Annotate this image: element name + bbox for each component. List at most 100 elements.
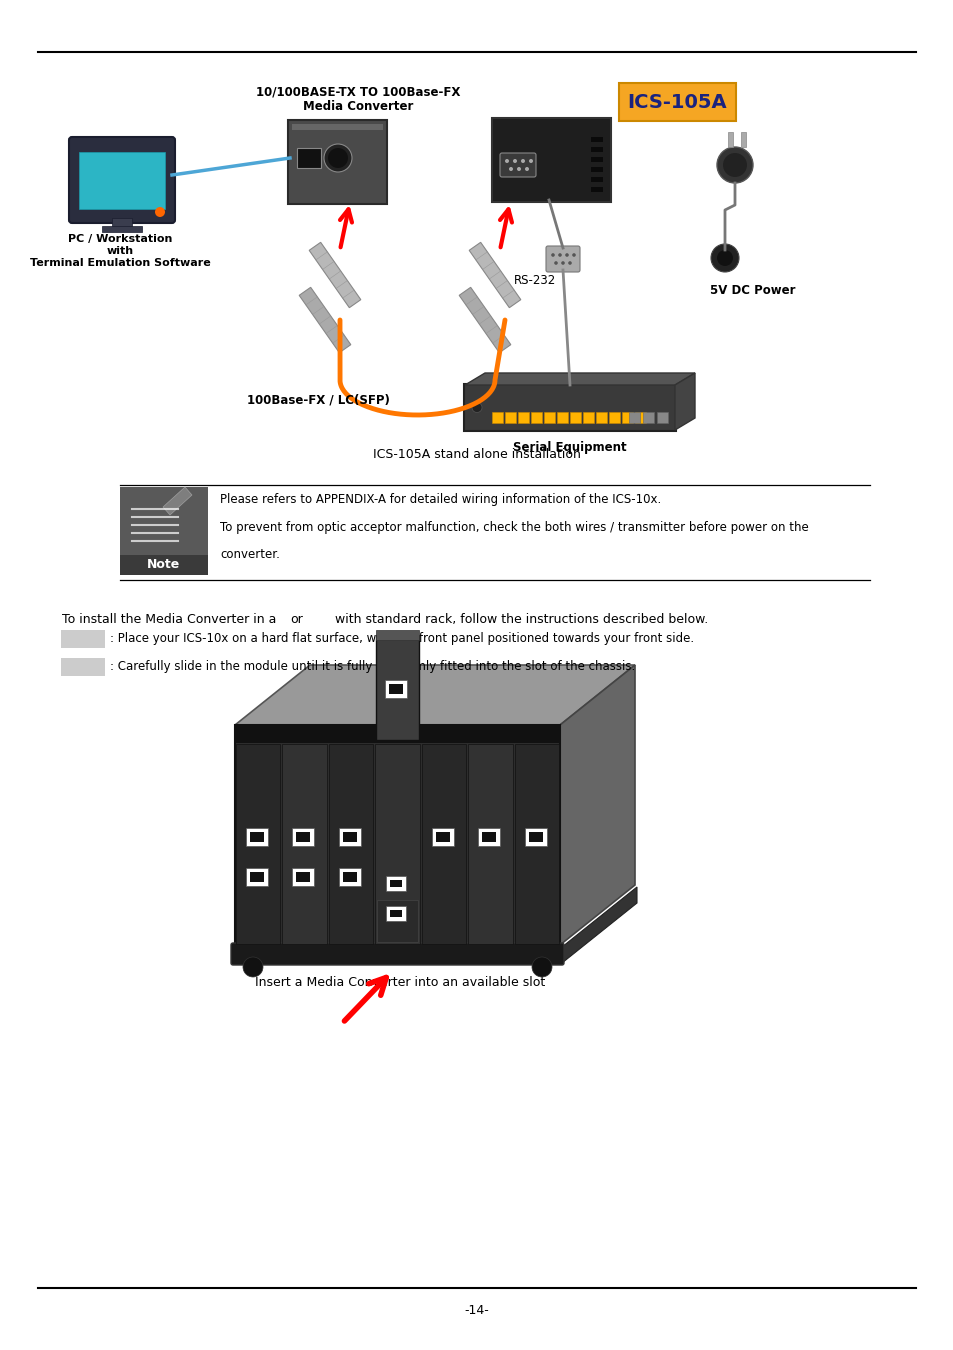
FancyBboxPatch shape xyxy=(234,725,559,743)
Text: 5V DC Power: 5V DC Power xyxy=(709,284,795,297)
Text: 10/100BASE-TX TO 100Base-FX: 10/100BASE-TX TO 100Base-FX xyxy=(255,85,459,99)
Circle shape xyxy=(509,167,513,171)
FancyBboxPatch shape xyxy=(235,744,280,944)
FancyBboxPatch shape xyxy=(596,412,607,423)
Text: 100Base-FX / LC(SFP): 100Base-FX / LC(SFP) xyxy=(246,393,389,406)
FancyBboxPatch shape xyxy=(432,828,454,846)
Text: ICS-105A stand alone installation: ICS-105A stand alone installation xyxy=(373,448,580,462)
FancyBboxPatch shape xyxy=(375,634,418,740)
Text: Terminal Emulation Software: Terminal Emulation Software xyxy=(30,258,211,269)
FancyBboxPatch shape xyxy=(61,657,105,676)
FancyBboxPatch shape xyxy=(112,217,132,228)
FancyBboxPatch shape xyxy=(590,157,602,162)
Circle shape xyxy=(324,144,352,171)
FancyBboxPatch shape xyxy=(590,188,602,192)
Text: ICS-105A: ICS-105A xyxy=(627,93,726,112)
Text: : Place your ICS-10x on a hard flat surface, with the front panel positioned tow: : Place your ICS-10x on a hard flat surf… xyxy=(110,633,694,645)
FancyBboxPatch shape xyxy=(492,412,503,423)
FancyBboxPatch shape xyxy=(246,828,268,846)
FancyBboxPatch shape xyxy=(329,744,373,944)
Circle shape xyxy=(504,159,509,163)
FancyBboxPatch shape xyxy=(288,120,387,204)
FancyBboxPatch shape xyxy=(618,82,735,122)
Circle shape xyxy=(529,159,533,163)
Text: To install the Media Converter in a: To install the Media Converter in a xyxy=(62,613,276,626)
FancyBboxPatch shape xyxy=(740,132,745,147)
Polygon shape xyxy=(309,242,360,308)
Circle shape xyxy=(328,148,348,167)
Circle shape xyxy=(717,250,732,266)
FancyBboxPatch shape xyxy=(468,744,512,944)
FancyBboxPatch shape xyxy=(390,880,402,887)
Text: To prevent from optic acceptor malfunction, check the both wires / transmitter b: To prevent from optic acceptor malfuncti… xyxy=(220,521,808,535)
FancyBboxPatch shape xyxy=(375,630,418,640)
FancyBboxPatch shape xyxy=(386,906,406,921)
Text: Media Converter: Media Converter xyxy=(302,100,413,112)
FancyBboxPatch shape xyxy=(590,177,602,182)
FancyBboxPatch shape xyxy=(477,828,499,846)
FancyBboxPatch shape xyxy=(296,832,310,842)
FancyBboxPatch shape xyxy=(436,832,449,842)
FancyBboxPatch shape xyxy=(544,412,555,423)
FancyBboxPatch shape xyxy=(342,872,356,882)
Circle shape xyxy=(722,153,746,177)
FancyBboxPatch shape xyxy=(505,412,516,423)
FancyBboxPatch shape xyxy=(61,630,105,648)
FancyBboxPatch shape xyxy=(296,148,320,167)
Polygon shape xyxy=(561,887,637,963)
FancyBboxPatch shape xyxy=(292,124,382,130)
FancyBboxPatch shape xyxy=(492,117,610,202)
Polygon shape xyxy=(559,666,635,945)
Text: RS-232: RS-232 xyxy=(514,274,556,286)
FancyBboxPatch shape xyxy=(386,876,406,891)
Circle shape xyxy=(564,254,568,256)
FancyBboxPatch shape xyxy=(69,136,174,223)
FancyBboxPatch shape xyxy=(518,412,529,423)
FancyBboxPatch shape xyxy=(531,412,542,423)
FancyBboxPatch shape xyxy=(376,900,417,942)
Circle shape xyxy=(243,957,263,977)
FancyBboxPatch shape xyxy=(338,828,360,846)
Circle shape xyxy=(532,957,552,977)
FancyBboxPatch shape xyxy=(590,136,602,142)
FancyBboxPatch shape xyxy=(390,910,402,917)
Text: Insert a Media Converter into an available slot: Insert a Media Converter into an availab… xyxy=(254,976,544,988)
FancyBboxPatch shape xyxy=(296,872,310,882)
Text: or: or xyxy=(290,613,302,626)
Circle shape xyxy=(710,244,739,271)
Polygon shape xyxy=(675,373,695,431)
FancyBboxPatch shape xyxy=(338,868,360,886)
Circle shape xyxy=(558,254,561,256)
FancyBboxPatch shape xyxy=(293,868,314,886)
Circle shape xyxy=(154,207,165,217)
FancyBboxPatch shape xyxy=(583,412,594,423)
Text: converter.: converter. xyxy=(220,548,279,562)
Circle shape xyxy=(524,167,529,171)
Polygon shape xyxy=(299,288,351,352)
FancyBboxPatch shape xyxy=(79,153,165,209)
FancyBboxPatch shape xyxy=(120,487,208,575)
FancyBboxPatch shape xyxy=(643,412,654,423)
FancyBboxPatch shape xyxy=(570,412,581,423)
FancyBboxPatch shape xyxy=(421,744,466,944)
Text: PC / Workstation: PC / Workstation xyxy=(68,234,172,244)
FancyBboxPatch shape xyxy=(250,832,264,842)
FancyBboxPatch shape xyxy=(557,412,568,423)
FancyBboxPatch shape xyxy=(463,383,676,431)
FancyBboxPatch shape xyxy=(375,744,419,944)
Circle shape xyxy=(717,147,752,184)
FancyBboxPatch shape xyxy=(657,412,668,423)
FancyBboxPatch shape xyxy=(246,868,268,886)
Text: with standard rack, follow the instructions described below.: with standard rack, follow the instructi… xyxy=(335,613,707,626)
Circle shape xyxy=(472,402,481,413)
Text: Note: Note xyxy=(147,559,180,571)
FancyBboxPatch shape xyxy=(727,132,732,147)
Circle shape xyxy=(517,167,520,171)
FancyBboxPatch shape xyxy=(590,167,602,171)
FancyBboxPatch shape xyxy=(514,744,558,944)
FancyBboxPatch shape xyxy=(629,412,639,423)
Circle shape xyxy=(572,254,576,256)
Circle shape xyxy=(560,261,564,265)
FancyBboxPatch shape xyxy=(545,246,579,271)
FancyBboxPatch shape xyxy=(385,680,407,698)
